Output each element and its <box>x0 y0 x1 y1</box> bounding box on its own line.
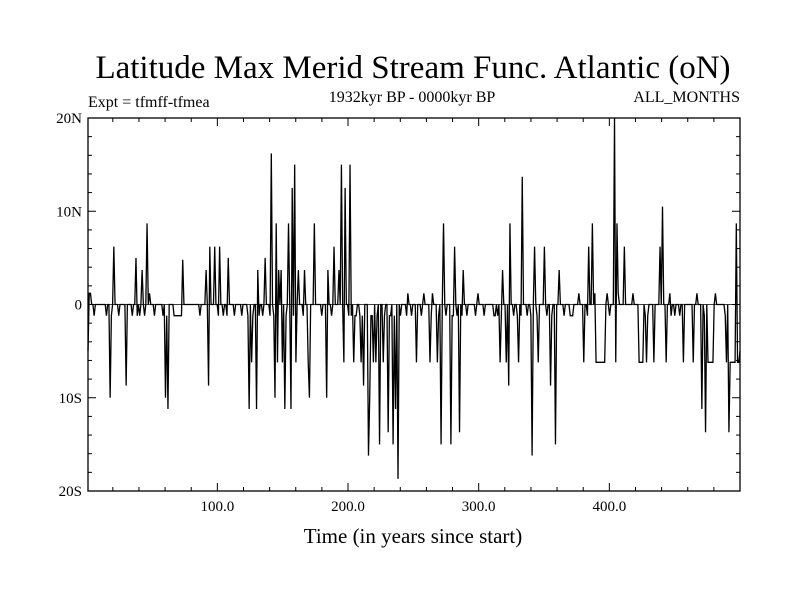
x-tick-label: 200.0 <box>331 499 365 515</box>
series-line-0 <box>87 117 741 479</box>
y-tick-label: 20N <box>56 111 82 127</box>
y-tick-label: 20S <box>59 484 82 500</box>
x-axis-title: Time (in years since start) <box>304 524 523 548</box>
y-tick-label: 10S <box>59 391 82 407</box>
x-tick-label: 100.0 <box>200 499 234 515</box>
x-tick-label: 400.0 <box>592 499 626 515</box>
chart-title: Latitude Max Merid Stream Func. Atlantic… <box>95 50 730 86</box>
experiment-label: Expt = tfmff-tfmea <box>88 94 210 111</box>
plot-area: 20N 10N 0 10S 20S 100.0 200.0 300.0 400.0 <box>56 111 741 515</box>
y-tick-label: 10N <box>56 204 82 220</box>
months-label: ALL_MONTHS <box>633 89 740 106</box>
y-tick-label: 0 <box>75 298 83 314</box>
x-tick-label: 300.0 <box>462 499 496 515</box>
time-range-label: 1932kyr BP - 0000kyr BP <box>329 89 496 106</box>
